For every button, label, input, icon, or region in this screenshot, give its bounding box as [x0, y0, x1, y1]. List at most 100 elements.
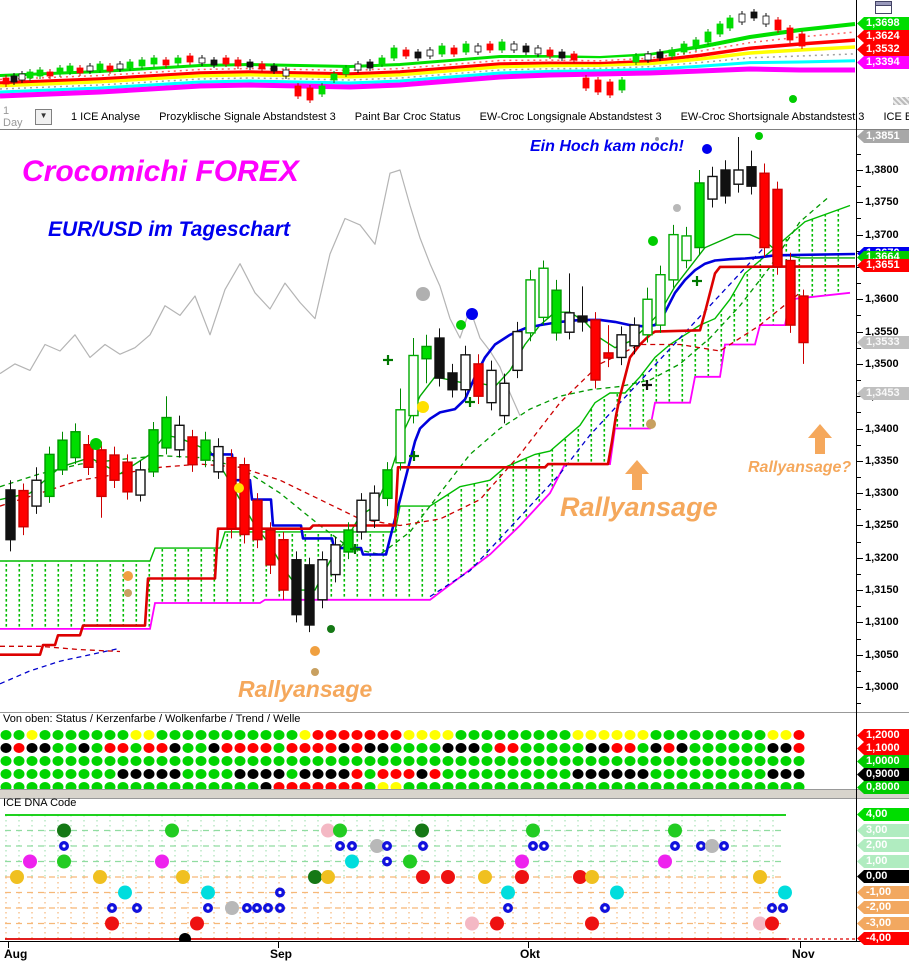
axis-label-1,3400: 1,3400: [865, 422, 899, 435]
status-dot: [130, 730, 142, 740]
axis-label-1,3150: 1,3150: [865, 584, 899, 597]
status-dot: [494, 756, 506, 766]
dna-dot: [345, 854, 359, 869]
dna-dot: [176, 870, 190, 884]
dna-dot: [526, 823, 540, 838]
status-dot: [65, 743, 77, 753]
status-dot: [520, 769, 532, 779]
tab-1[interactable]: 1 ICE Analyse: [70, 111, 141, 123]
rally-annotation-bottom: Rallyansage: [238, 676, 373, 702]
status-dot: [91, 782, 103, 789]
status-dot: [624, 730, 636, 740]
status-dot: [650, 743, 662, 753]
candlestick: [512, 330, 523, 372]
window-icon[interactable]: [875, 1, 892, 14]
status-dot: [312, 769, 324, 779]
status-dot: [598, 743, 610, 753]
tab-3[interactable]: Paint Bar Croc Status: [354, 111, 461, 123]
status-dot: [416, 782, 428, 789]
status-dot: [572, 769, 584, 779]
mini-candle: [594, 79, 602, 93]
scrollbar-corner[interactable]: [893, 97, 909, 105]
axis-tick: [857, 461, 863, 462]
period-dropdown-button[interactable]: ▼: [35, 109, 52, 125]
status-dot: [637, 769, 649, 779]
axis-label-1,3200: 1,3200: [865, 551, 899, 564]
mini-candle: [210, 59, 218, 66]
status-dot: [104, 756, 116, 766]
status-dot: [52, 769, 64, 779]
dna-dot: [10, 870, 24, 884]
candlestick: [499, 382, 510, 417]
tab-5[interactable]: EW-Croc Shortsignale Abstandstest 3: [680, 111, 865, 123]
mini-candle: [426, 49, 434, 57]
status-dot: [338, 756, 350, 766]
candlestick: [707, 175, 718, 200]
status-dot: [299, 782, 311, 789]
axis-tick: [857, 315, 861, 316]
mini-candle: [106, 65, 114, 72]
status-dot: [195, 743, 207, 753]
overview-mini-chart[interactable]: [0, 0, 909, 104]
status-dot: [676, 730, 688, 740]
tab-2[interactable]: Prozyklische Signale Abstandstest 3: [159, 111, 336, 123]
status-dot: [260, 730, 272, 740]
mini-price-badge-1: 1,3624: [857, 30, 909, 43]
status-dot: [169, 782, 181, 789]
tab-6[interactable]: ICE Bea: [883, 111, 909, 123]
status-dot: [403, 756, 415, 766]
dna-dot: [778, 885, 792, 900]
status-dot: [260, 743, 272, 753]
mini-candle: [234, 59, 242, 67]
status-dot: [533, 743, 545, 753]
panel-splitter[interactable]: [0, 789, 909, 799]
candlestick: [616, 334, 627, 359]
dna-dot-center: [255, 906, 259, 910]
status-dot: [676, 782, 688, 789]
status-dot: [624, 782, 636, 789]
panel-divider: [0, 712, 909, 713]
candlestick: [70, 431, 81, 459]
dna-dot: [308, 870, 322, 884]
dna-badge--4,00: -4,00: [857, 932, 909, 945]
main-price-chart[interactable]: [0, 129, 909, 712]
status-dot: [377, 782, 389, 789]
dna-panel-title: ICE DNA Code: [3, 797, 77, 809]
dna-dot-center: [385, 844, 389, 848]
status-dot: [741, 769, 753, 779]
status-dot: [442, 782, 454, 789]
dna-code-panel[interactable]: [0, 797, 856, 941]
blue-kijun: [210, 252, 856, 556]
red-dashed-low: [0, 645, 121, 653]
status-dot: [780, 769, 792, 779]
status-dot: [260, 782, 272, 789]
status-dot: [351, 782, 363, 789]
status-dot: [247, 756, 259, 766]
candlestick: [720, 169, 731, 197]
signal-dot: [416, 287, 430, 301]
status-dot: [793, 782, 805, 789]
status-dot: [559, 782, 571, 789]
status-dot: [598, 756, 610, 766]
signal-dot: [655, 137, 659, 141]
status-dot: [351, 730, 363, 740]
mini-candle: [390, 47, 398, 59]
status-dot: [481, 730, 493, 740]
status-dot: [663, 782, 675, 789]
status-dot: [533, 730, 545, 740]
status-dot: [611, 730, 623, 740]
tab-4[interactable]: EW-Croc Longsignale Abstandstest 3: [479, 111, 662, 123]
status-dot: [312, 730, 324, 740]
status-dots-panel[interactable]: [0, 713, 856, 789]
status-dot: [741, 782, 753, 789]
period-selector[interactable]: 1 Day: [3, 105, 23, 129]
candlestick: [564, 312, 575, 333]
candlestick: [122, 461, 133, 493]
status-dot: [52, 743, 64, 753]
mini-candle: [726, 17, 734, 29]
candlestick: [5, 489, 16, 541]
status-dot: [156, 782, 168, 789]
status-dot: [117, 743, 129, 753]
status-dot: [169, 756, 181, 766]
blue-dashed-low: [0, 647, 121, 685]
